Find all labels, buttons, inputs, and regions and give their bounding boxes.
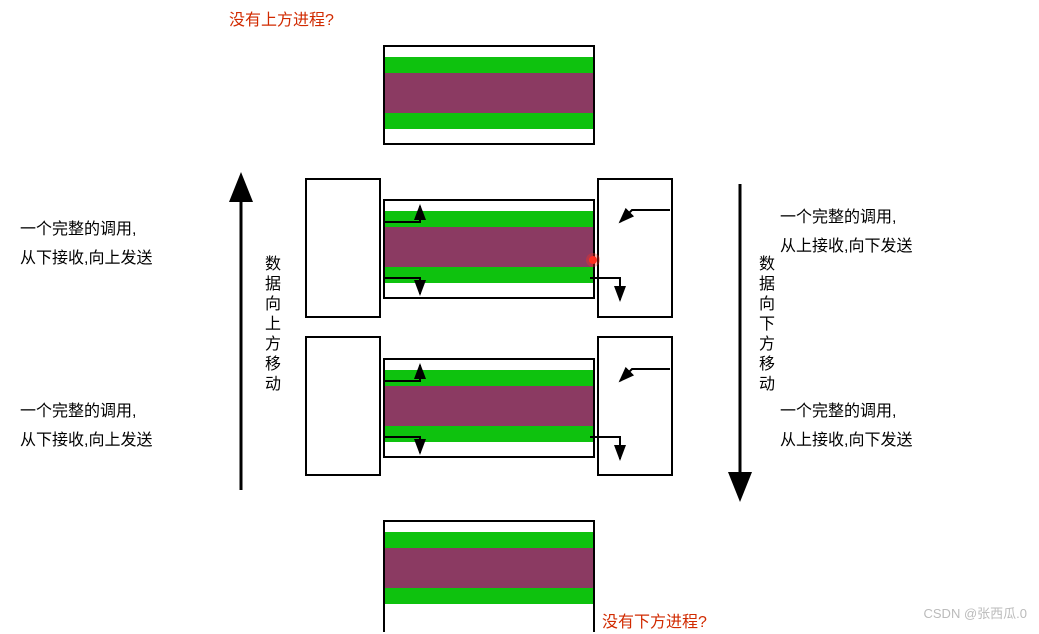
layer-block-top: [383, 45, 595, 145]
left-text-upper-l1: 一个完整的调用,: [20, 216, 152, 245]
layer-block-bottom: [383, 520, 595, 632]
vlabel-right: 数据向下方移动: [752, 255, 776, 395]
right-text-lower-l2: 从上接收,向下发送: [780, 427, 912, 456]
right-text-upper-l2: 从上接收,向下发送: [780, 233, 912, 262]
left-text-lower-l2: 从下接收,向上发送: [20, 427, 152, 456]
top-question: 没有上方进程?: [229, 6, 334, 30]
right-text-lower-l1: 一个完整的调用,: [780, 398, 912, 427]
vlabel-left: 数据向上方移动: [258, 255, 282, 395]
right-text-upper: 一个完整的调用, 从上接收,向下发送: [780, 204, 912, 262]
side-box-right-2: [597, 336, 673, 476]
bottom-question: 没有下方进程?: [602, 608, 707, 632]
right-text-upper-l1: 一个完整的调用,: [780, 204, 912, 233]
watermark: CSDN @张西瓜.0: [924, 603, 1028, 622]
left-text-upper: 一个完整的调用, 从下接收,向上发送: [20, 216, 152, 274]
left-text-upper-l2: 从下接收,向上发送: [20, 245, 152, 274]
right-text-lower: 一个完整的调用, 从上接收,向下发送: [780, 398, 912, 456]
layer-block-mid2: [383, 358, 595, 458]
left-text-lower: 一个完整的调用, 从下接收,向上发送: [20, 398, 152, 456]
side-box-left-2: [305, 336, 381, 476]
side-box-right-1: [597, 178, 673, 318]
left-text-lower-l1: 一个完整的调用,: [20, 398, 152, 427]
layer-block-mid1: [383, 199, 595, 299]
side-box-left-1: [305, 178, 381, 318]
